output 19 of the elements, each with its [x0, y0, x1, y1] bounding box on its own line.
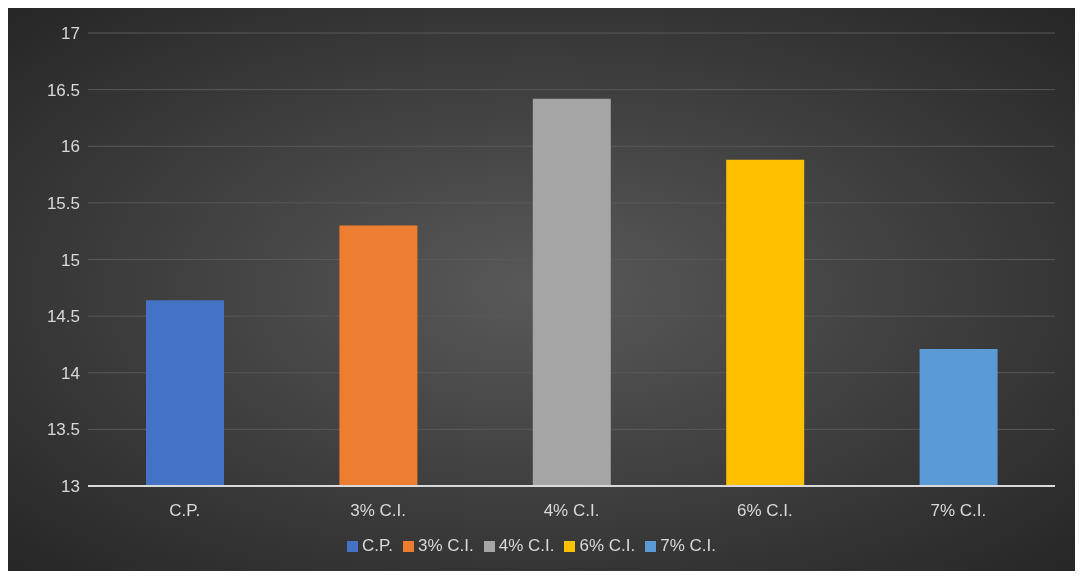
x-tick-label: C.P.	[169, 501, 201, 521]
x-tick-label: 7% C.I.	[930, 501, 987, 521]
legend-label: 6% C.I.	[579, 536, 636, 555]
y-tick-label: 13	[61, 477, 80, 497]
x-tick-label: 6% C.I.	[737, 501, 793, 521]
y-tick-label: 14	[61, 363, 80, 383]
y-tick-label: 16	[61, 137, 80, 157]
y-tick-label: 15	[61, 250, 80, 270]
y-tick-label: 15.5	[46, 193, 80, 213]
legend-label: 7% C.I.	[660, 536, 716, 555]
legend-label: 4% C.I.	[498, 536, 555, 555]
y-tick-label: 16.5	[46, 80, 80, 100]
legend-label: 3% C.I.	[417, 536, 474, 555]
y-tick-label: 14.5	[46, 307, 80, 327]
x-tick-label: 4% C.I.	[543, 501, 600, 521]
x-tick-label: 3% C.I.	[350, 501, 406, 521]
y-tick-label: 17	[61, 24, 80, 44]
y-tick-label: 13.5	[46, 420, 80, 440]
legend-label: C.P.	[362, 536, 393, 555]
